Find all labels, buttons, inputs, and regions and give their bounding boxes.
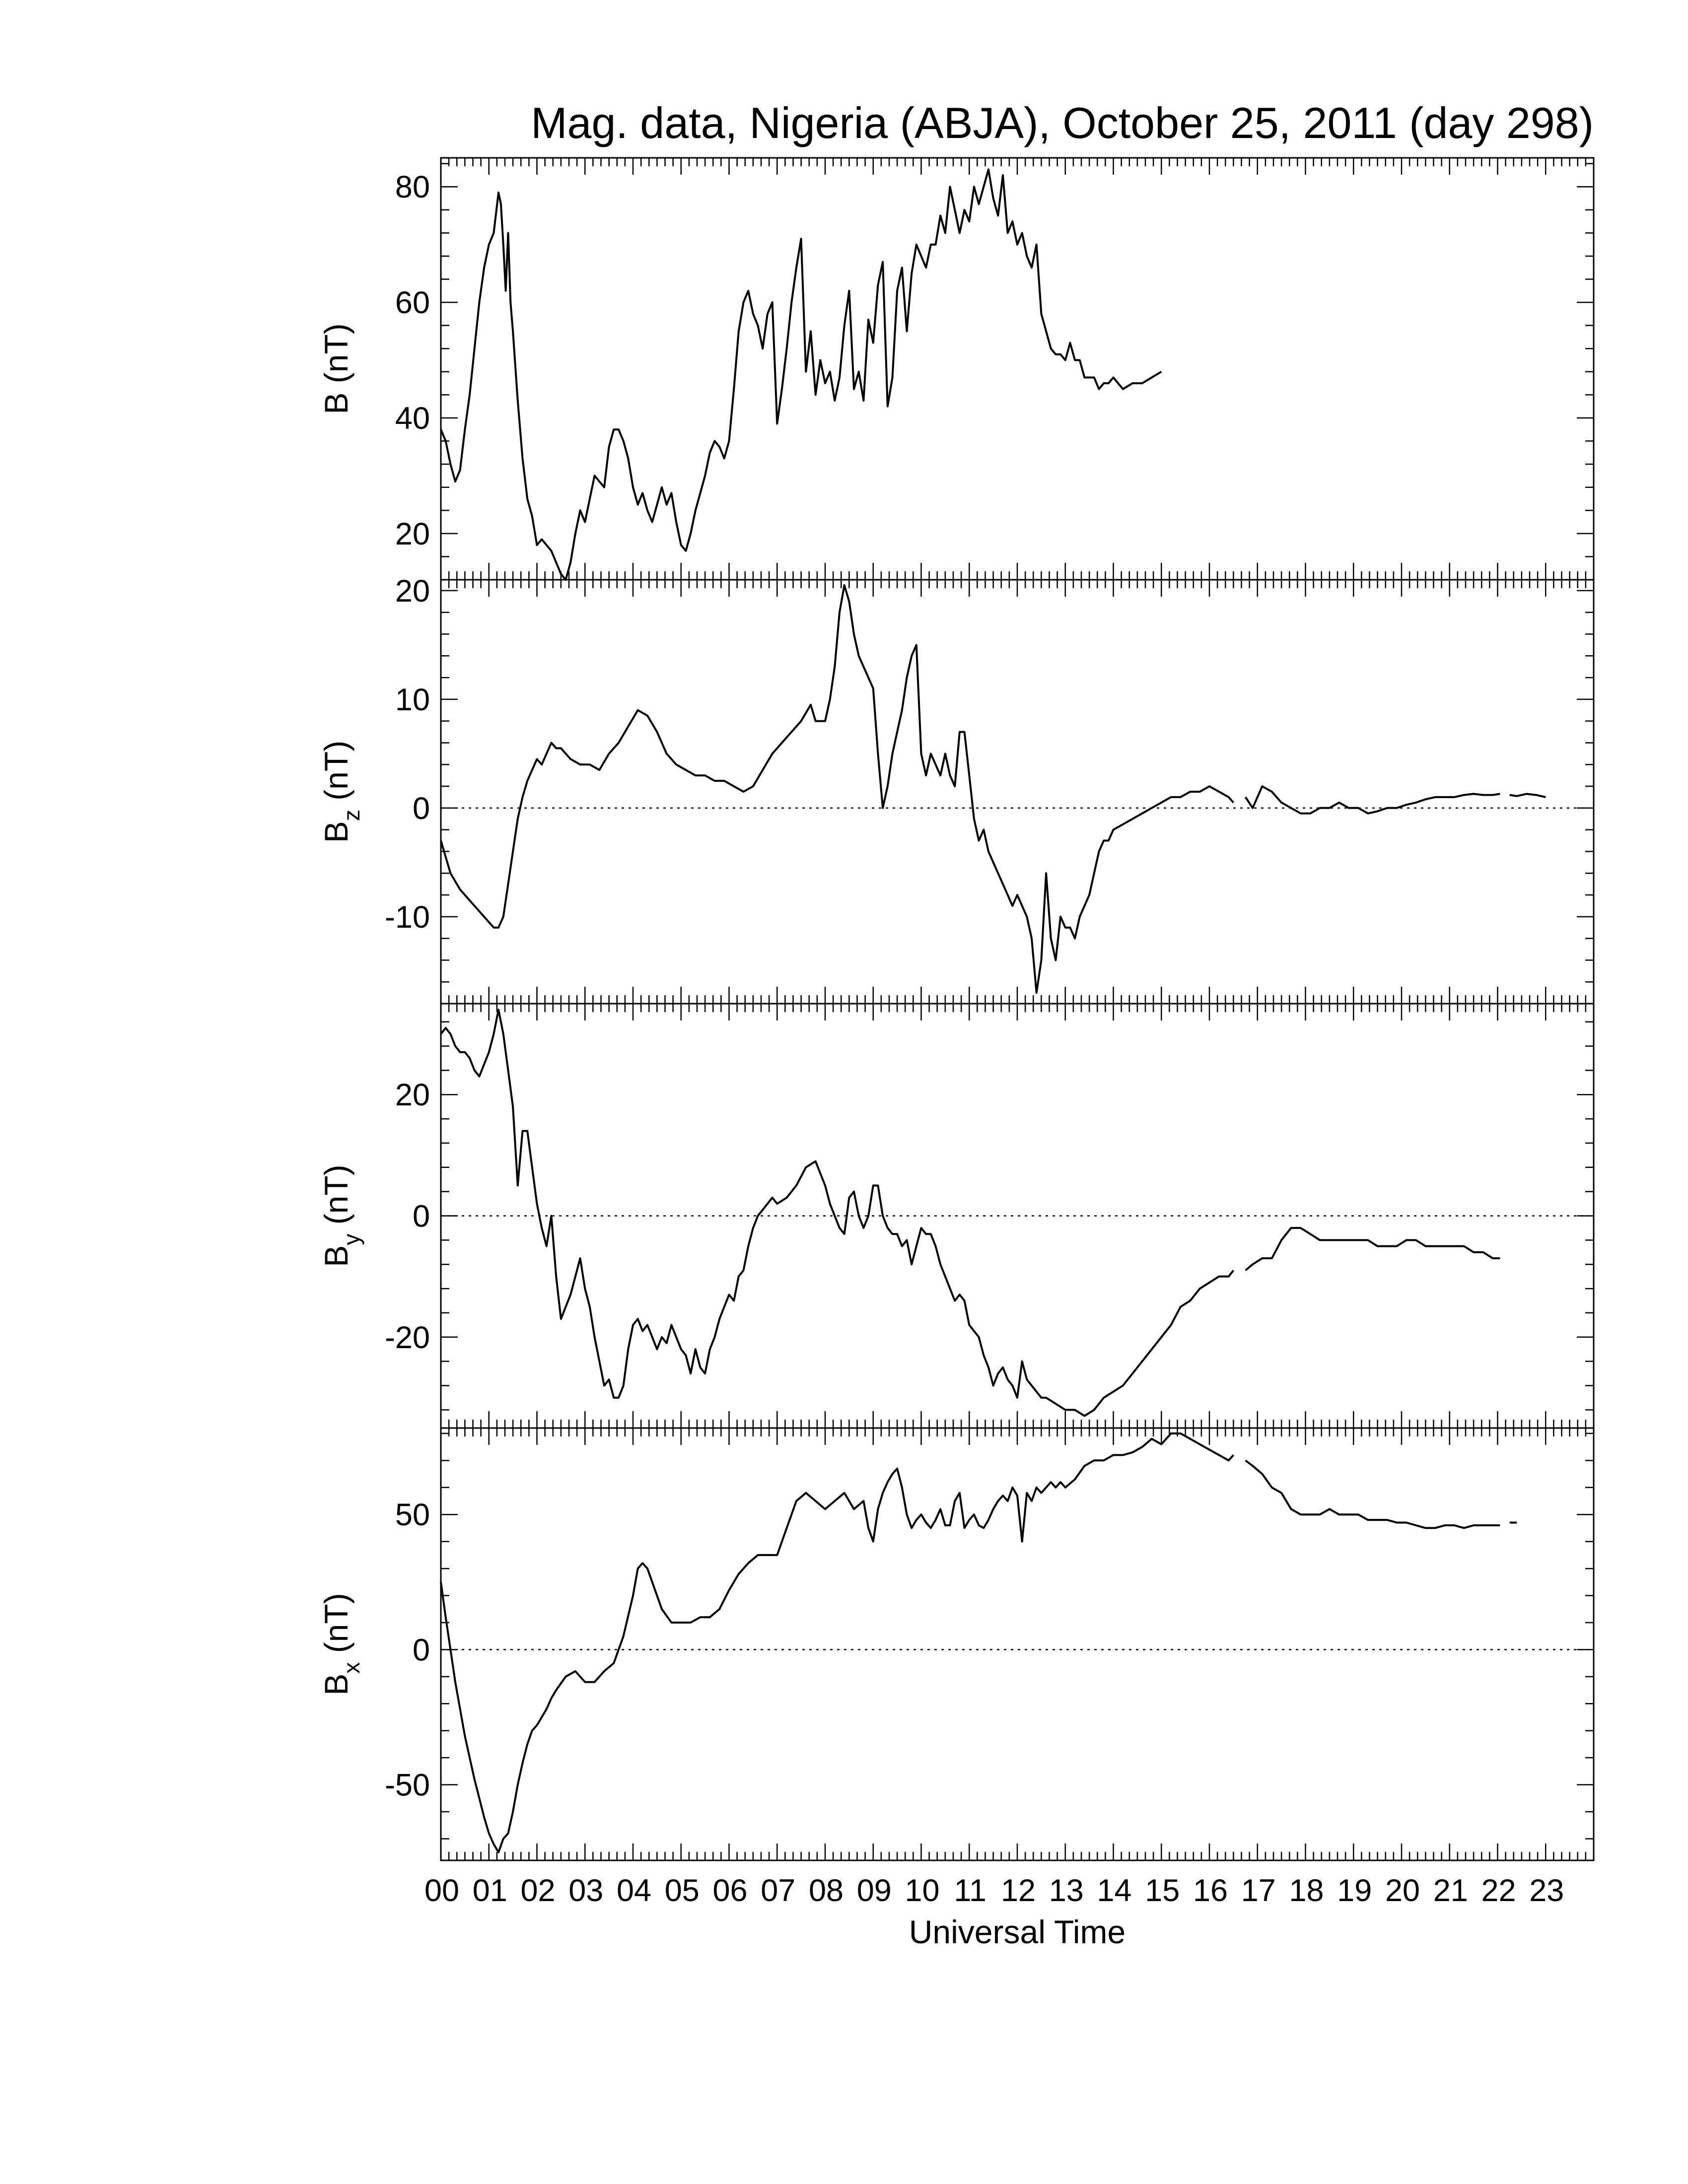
y-label-unit: (nT) bbox=[318, 1164, 354, 1233]
y-tick-label: -50 bbox=[385, 1768, 430, 1803]
y-tick-label: 20 bbox=[395, 574, 430, 609]
x-tick-label: 14 bbox=[1097, 1873, 1131, 1908]
y-label-main: B bbox=[318, 1674, 354, 1696]
x-tick-label: 22 bbox=[1481, 1873, 1516, 1908]
x-tick-label: 18 bbox=[1289, 1873, 1324, 1908]
y-label-main: B (nT) bbox=[318, 323, 354, 414]
x-tick-label: 04 bbox=[617, 1873, 651, 1908]
x-tick-label: 00 bbox=[424, 1873, 459, 1908]
y-tick-label: 10 bbox=[395, 682, 430, 717]
y-tick-label: 50 bbox=[395, 1498, 430, 1532]
x-tick-label: 16 bbox=[1193, 1873, 1228, 1908]
x-tick-label: 19 bbox=[1337, 1873, 1372, 1908]
x-tick-label: 13 bbox=[1049, 1873, 1084, 1908]
y-label-subscript: x bbox=[339, 1662, 364, 1674]
panel-frame bbox=[440, 1003, 1595, 1429]
x-tick-label: 06 bbox=[712, 1873, 747, 1908]
y-axis-label: Bx (nT) bbox=[318, 1593, 364, 1695]
x-tick-label: 15 bbox=[1145, 1873, 1180, 1908]
y-label-unit: (nT) bbox=[318, 741, 354, 810]
y-label-unit: (nT) bbox=[318, 1593, 354, 1662]
y-axis-label: B (nT) bbox=[318, 323, 354, 414]
x-tick-label: 12 bbox=[1001, 1873, 1036, 1908]
y-label-subscript: z bbox=[339, 810, 364, 821]
x-tick-label: 03 bbox=[568, 1873, 603, 1908]
panel-frame bbox=[440, 157, 1595, 581]
y-axis-label: Bz (nT) bbox=[318, 741, 364, 843]
series-line-Bz bbox=[440, 584, 1546, 994]
chart-title: Mag. data, Nigeria (ABJA), October 25, 2… bbox=[531, 98, 1594, 147]
y-tick-label: 0 bbox=[413, 1199, 430, 1234]
x-tick-label: 10 bbox=[905, 1873, 939, 1908]
panels: 20 40 60 80 B (nT) -10 0 10 20 Bz (nT) -20 0 20 By (n… bbox=[318, 157, 1595, 1861]
x-tick-label: 07 bbox=[761, 1873, 795, 1908]
panel-Bx: -50 0 50 Bx (nT) bbox=[318, 1427, 1595, 1861]
x-tick-label: 01 bbox=[473, 1873, 507, 1908]
x-tick-label: 05 bbox=[665, 1873, 700, 1908]
panel-Bz: -10 0 10 20 Bz (nT) bbox=[318, 574, 1595, 1005]
y-tick-label: -10 bbox=[385, 900, 430, 935]
y-tick-label: 0 bbox=[413, 791, 430, 826]
y-label-main: B bbox=[318, 1245, 354, 1267]
x-tick-label: 11 bbox=[954, 1873, 986, 1908]
panel-frame bbox=[440, 579, 1595, 1005]
x-tick-label: 17 bbox=[1241, 1873, 1276, 1908]
series-line-B bbox=[440, 168, 1162, 581]
panel-frame bbox=[440, 1427, 1595, 1861]
y-axis-label: By (nT) bbox=[318, 1164, 364, 1267]
y-tick-label: -20 bbox=[385, 1320, 430, 1355]
y-tick-label: 20 bbox=[395, 1078, 430, 1112]
x-tick-label: 08 bbox=[809, 1873, 844, 1908]
y-tick-label: 80 bbox=[395, 170, 430, 205]
y-tick-label: 40 bbox=[395, 401, 430, 436]
panel-B: 20 40 60 80 B (nT) bbox=[318, 157, 1595, 581]
x-tick-label: 20 bbox=[1385, 1873, 1420, 1908]
x-axis-label: Universal Time bbox=[909, 1913, 1125, 1950]
x-tick-label: 02 bbox=[520, 1873, 555, 1908]
series-line-By bbox=[441, 1010, 1510, 1416]
x-tick-label: 23 bbox=[1529, 1873, 1564, 1908]
y-tick-label: 60 bbox=[395, 285, 430, 320]
y-label-subscript: y bbox=[339, 1234, 364, 1245]
y-tick-label: 0 bbox=[413, 1633, 430, 1667]
x-tick-label: 21 bbox=[1433, 1873, 1468, 1908]
x-axis: 00 01 02 03 04 05 06 07 08 09 10 11 12 13 14 15 16 17 18 19… bbox=[424, 1873, 1564, 1908]
x-tick-label: 09 bbox=[857, 1873, 892, 1908]
y-label-main: B bbox=[318, 821, 354, 843]
y-tick-label: 20 bbox=[395, 517, 430, 551]
series-line-Bx bbox=[440, 1432, 1517, 1853]
panel-By: -20 0 20 By (nT) bbox=[318, 1003, 1595, 1429]
